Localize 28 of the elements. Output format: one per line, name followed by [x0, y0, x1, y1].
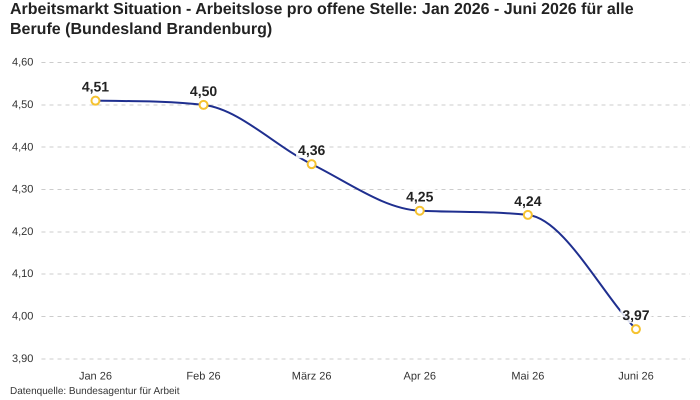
point: [630, 324, 641, 334]
point: [90, 96, 100, 106]
point: [306, 159, 317, 170]
y-tick-label: 4,40: [12, 141, 34, 154]
data-label: 4,25: [406, 188, 434, 205]
x-tick-label: März 26: [292, 370, 332, 382]
x-tick-label: Feb 26: [186, 370, 221, 382]
data-label: 4,24: [514, 192, 542, 209]
y-tick-label: 3,90: [12, 352, 34, 365]
data-label: 4,36: [298, 142, 326, 158]
x-tick-label: Jan 26: [78, 370, 112, 382]
y-tick-label: 4,30: [12, 184, 34, 196]
data-label: 3,97: [622, 307, 650, 324]
x-tick-label: Mai 26: [511, 370, 544, 382]
point: [522, 210, 533, 220]
point: [198, 100, 209, 110]
data-label: 4,50: [190, 82, 218, 99]
x-tick-label: Juni 26: [618, 370, 654, 382]
chart-title: Arbeitsmarkt Situation - Arbeitslose pro offene Stelle: Jan 2026 - Juni 2026 für alle Berufe (Bundesland Brandenburg): [10, 0, 635, 40]
data-label: 4,51: [82, 78, 110, 95]
y-tick-label: 4,20: [12, 226, 34, 238]
y-tick-label: 4,10: [12, 268, 34, 280]
y-tick-label: 4,50: [12, 98, 34, 111]
x-tick-label: Apr 26: [404, 370, 436, 382]
text: Datenquelle: Bundesagentur für Arbeit: [10, 386, 180, 397]
y-tick-label: 4,00: [12, 310, 34, 323]
y-tick-label: 4,60: [12, 56, 34, 69]
point: [414, 206, 425, 216]
